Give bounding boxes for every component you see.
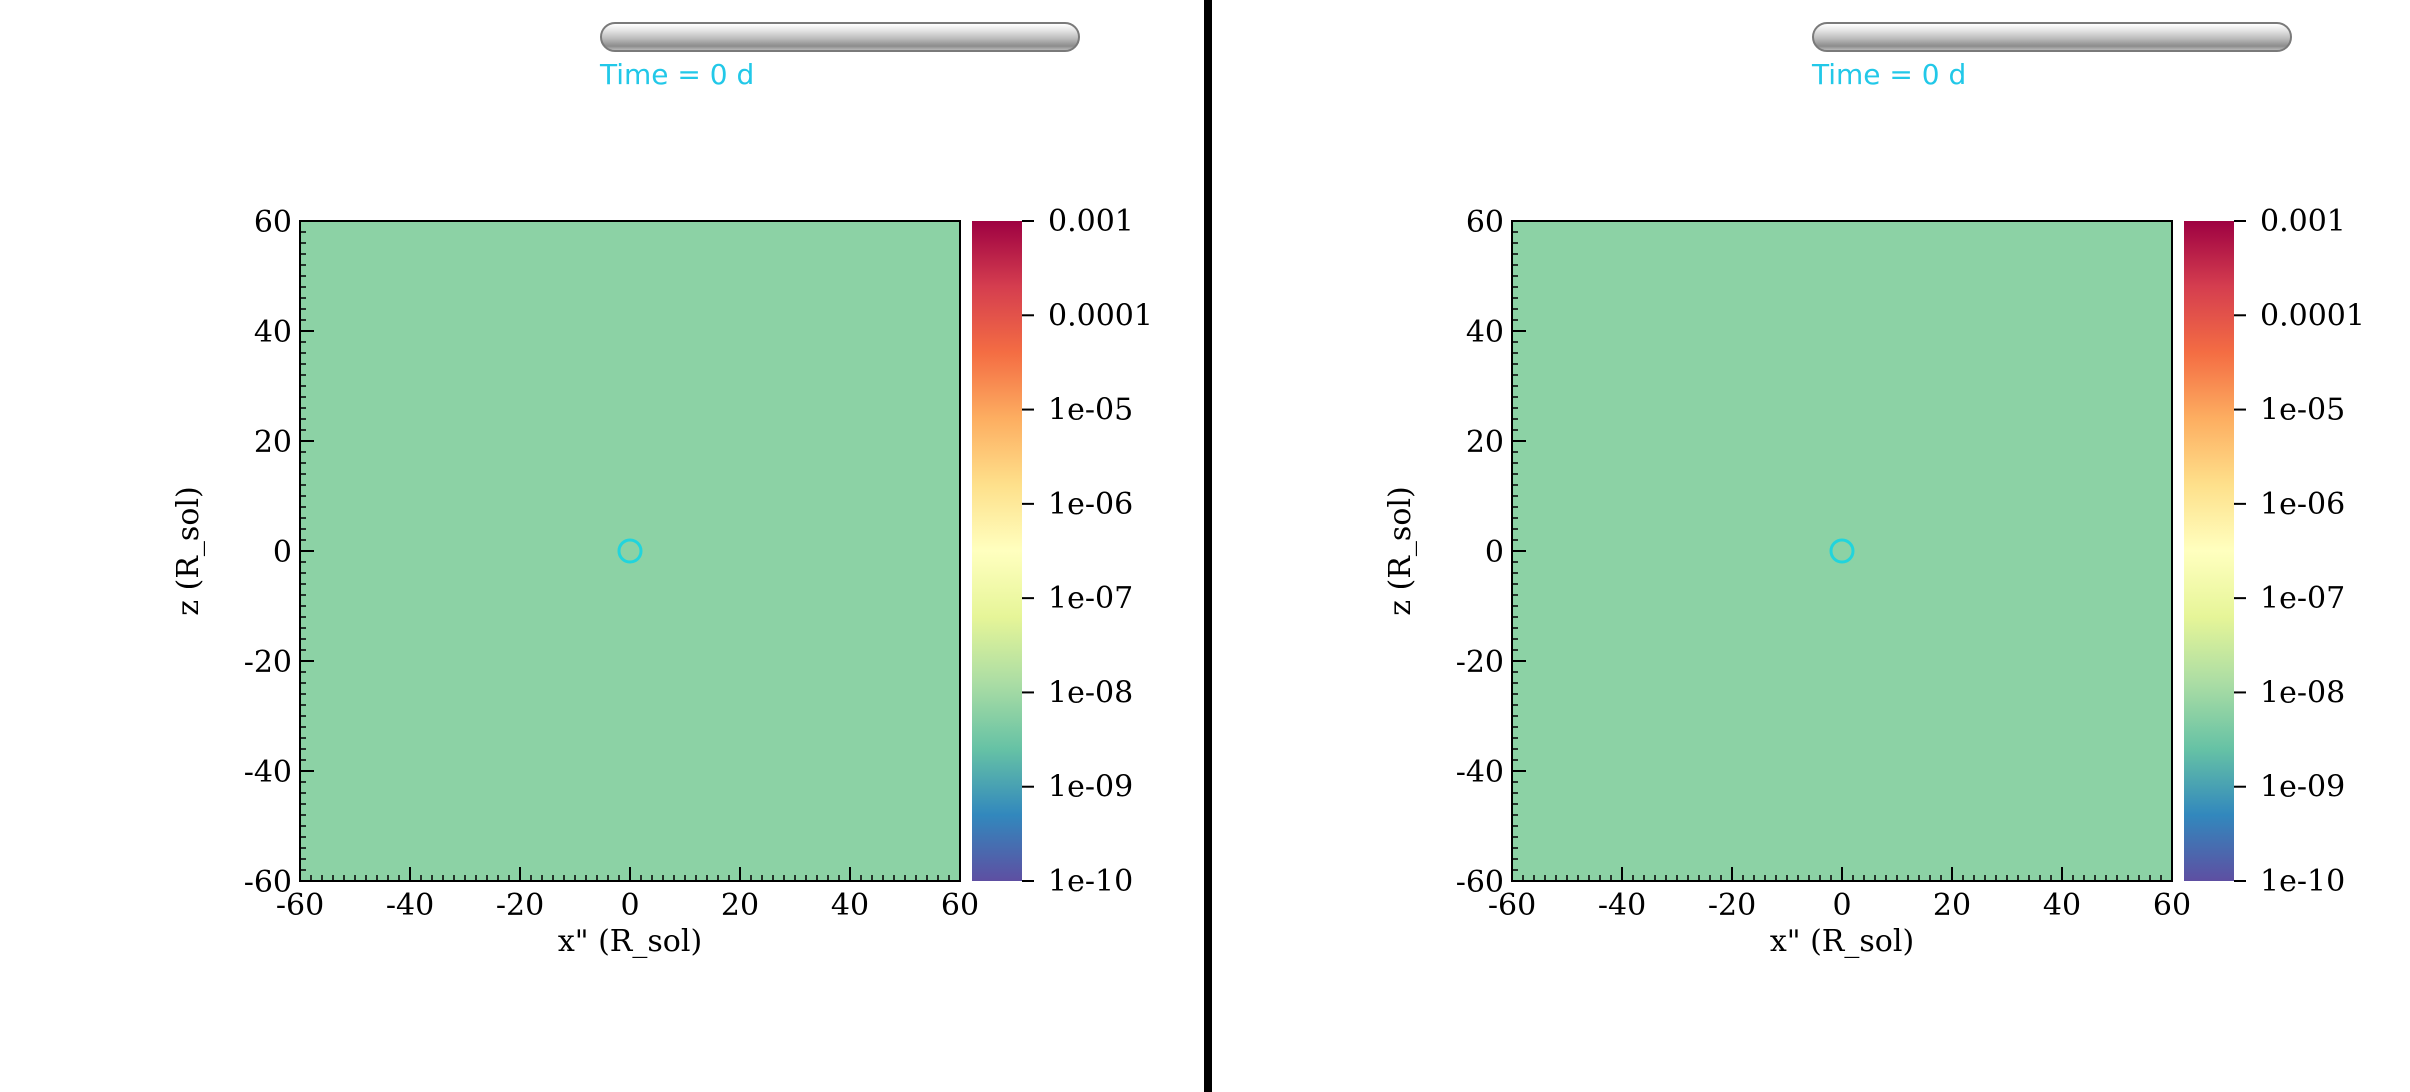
- pseudocolor-plot: -60 -40 -20 0 20 40 60 60 40 20 0 -20 -40 -60 x" (R_so…: [171, 204, 1153, 959]
- colorbar-tick-label: 1e-08: [1048, 675, 1133, 710]
- y-tick-label: 20: [1466, 425, 1504, 460]
- colorbar-tick-label: 1e-10: [2260, 864, 2345, 899]
- x-tick-label: -60: [276, 888, 324, 923]
- y-axis-label: z (R_sol): [171, 486, 206, 615]
- x-tick-label: -60: [1488, 888, 1536, 923]
- x-tick-label: 60: [2153, 888, 2191, 923]
- x-tick-label: 60: [941, 888, 979, 923]
- x-tick-label: 20: [721, 888, 759, 923]
- y-tick-label: 60: [1466, 205, 1504, 240]
- y-tick-label: -40: [1456, 755, 1504, 790]
- data-field: [300, 221, 960, 881]
- time-slider[interactable]: [1812, 22, 2292, 52]
- y-tick-label: 0: [1485, 535, 1504, 570]
- x-tick-label: 0: [620, 888, 639, 923]
- y-tick-label: 60: [254, 205, 292, 240]
- x-tick-label: -20: [496, 888, 544, 923]
- pseudocolor-plot: -60 -40 -20 0 20 40 60 60 40 20 0 -20 -40 -60 x" (R_so…: [1383, 204, 2365, 959]
- y-tick-label: -60: [244, 865, 292, 900]
- y-tick-label: 40: [1466, 315, 1504, 350]
- plot-frame: [1511, 220, 2173, 882]
- time-label: Time = 0 d: [600, 58, 755, 91]
- colorbar-tick-label: 0.0001: [2260, 298, 2365, 333]
- origin-marker: [617, 538, 643, 564]
- colorbar-tick-label: 1e-07: [2260, 581, 2345, 616]
- y-tick-label: -60: [1456, 865, 1504, 900]
- colorbar-tick-label: 1e-10: [1048, 864, 1133, 899]
- x-tick-label: 20: [1933, 888, 1971, 923]
- time-label: Time = 0 d: [1812, 58, 1967, 91]
- colorbar: [972, 221, 1022, 881]
- y-tick-label: 0: [273, 535, 292, 570]
- y-tick-label: -20: [1456, 645, 1504, 680]
- right-panel: Time = 0 d -60 -40 -20 0 20 40 60 60 40 20 0 -20 -40…: [1212, 0, 2410, 1092]
- colorbar-tick-label: 1e-09: [2260, 770, 2345, 805]
- colorbar-tick-label: 1e-06: [2260, 487, 2345, 522]
- data-field: [1512, 221, 2172, 881]
- plot-frame: [299, 220, 961, 882]
- colorbar-tick-label: 1e-06: [1048, 487, 1133, 522]
- x-tick-label: 40: [2043, 888, 2081, 923]
- x-tick-label: -20: [1708, 888, 1756, 923]
- colorbar-tick-label: 1e-08: [2260, 675, 2345, 710]
- colorbar: [2184, 221, 2234, 881]
- x-axis-label: x" (R_sol): [1770, 924, 1914, 959]
- x-tick-label: 40: [831, 888, 869, 923]
- colorbar-tick-label: 0.001: [2260, 204, 2346, 239]
- time-slider[interactable]: [600, 22, 1080, 52]
- x-tick-label: -40: [1598, 888, 1646, 923]
- y-axis-label: z (R_sol): [1383, 486, 1418, 615]
- colorbar-tick-label: 1e-05: [1048, 393, 1133, 428]
- colorbar-tick-label: 0.001: [1048, 204, 1134, 239]
- colorbar-tick-label: 0.0001: [1048, 298, 1153, 333]
- y-tick-label: 40: [254, 315, 292, 350]
- origin-marker: [1829, 538, 1855, 564]
- x-tick-label: 0: [1832, 888, 1851, 923]
- colorbar-tick-label: 1e-05: [2260, 393, 2345, 428]
- y-tick-label: -20: [244, 645, 292, 680]
- colorbar-tick-label: 1e-09: [1048, 770, 1133, 805]
- y-tick-label: 20: [254, 425, 292, 460]
- x-axis-label: x" (R_sol): [558, 924, 702, 959]
- x-tick-label: -40: [386, 888, 434, 923]
- left-panel: Time = 0 d -60 -40 -20 0 20 40 60 60 40 20 0 -20 -40…: [0, 0, 1204, 1092]
- y-tick-label: -40: [244, 755, 292, 790]
- panel-divider: [1204, 0, 1212, 1092]
- colorbar-tick-label: 1e-07: [1048, 581, 1133, 616]
